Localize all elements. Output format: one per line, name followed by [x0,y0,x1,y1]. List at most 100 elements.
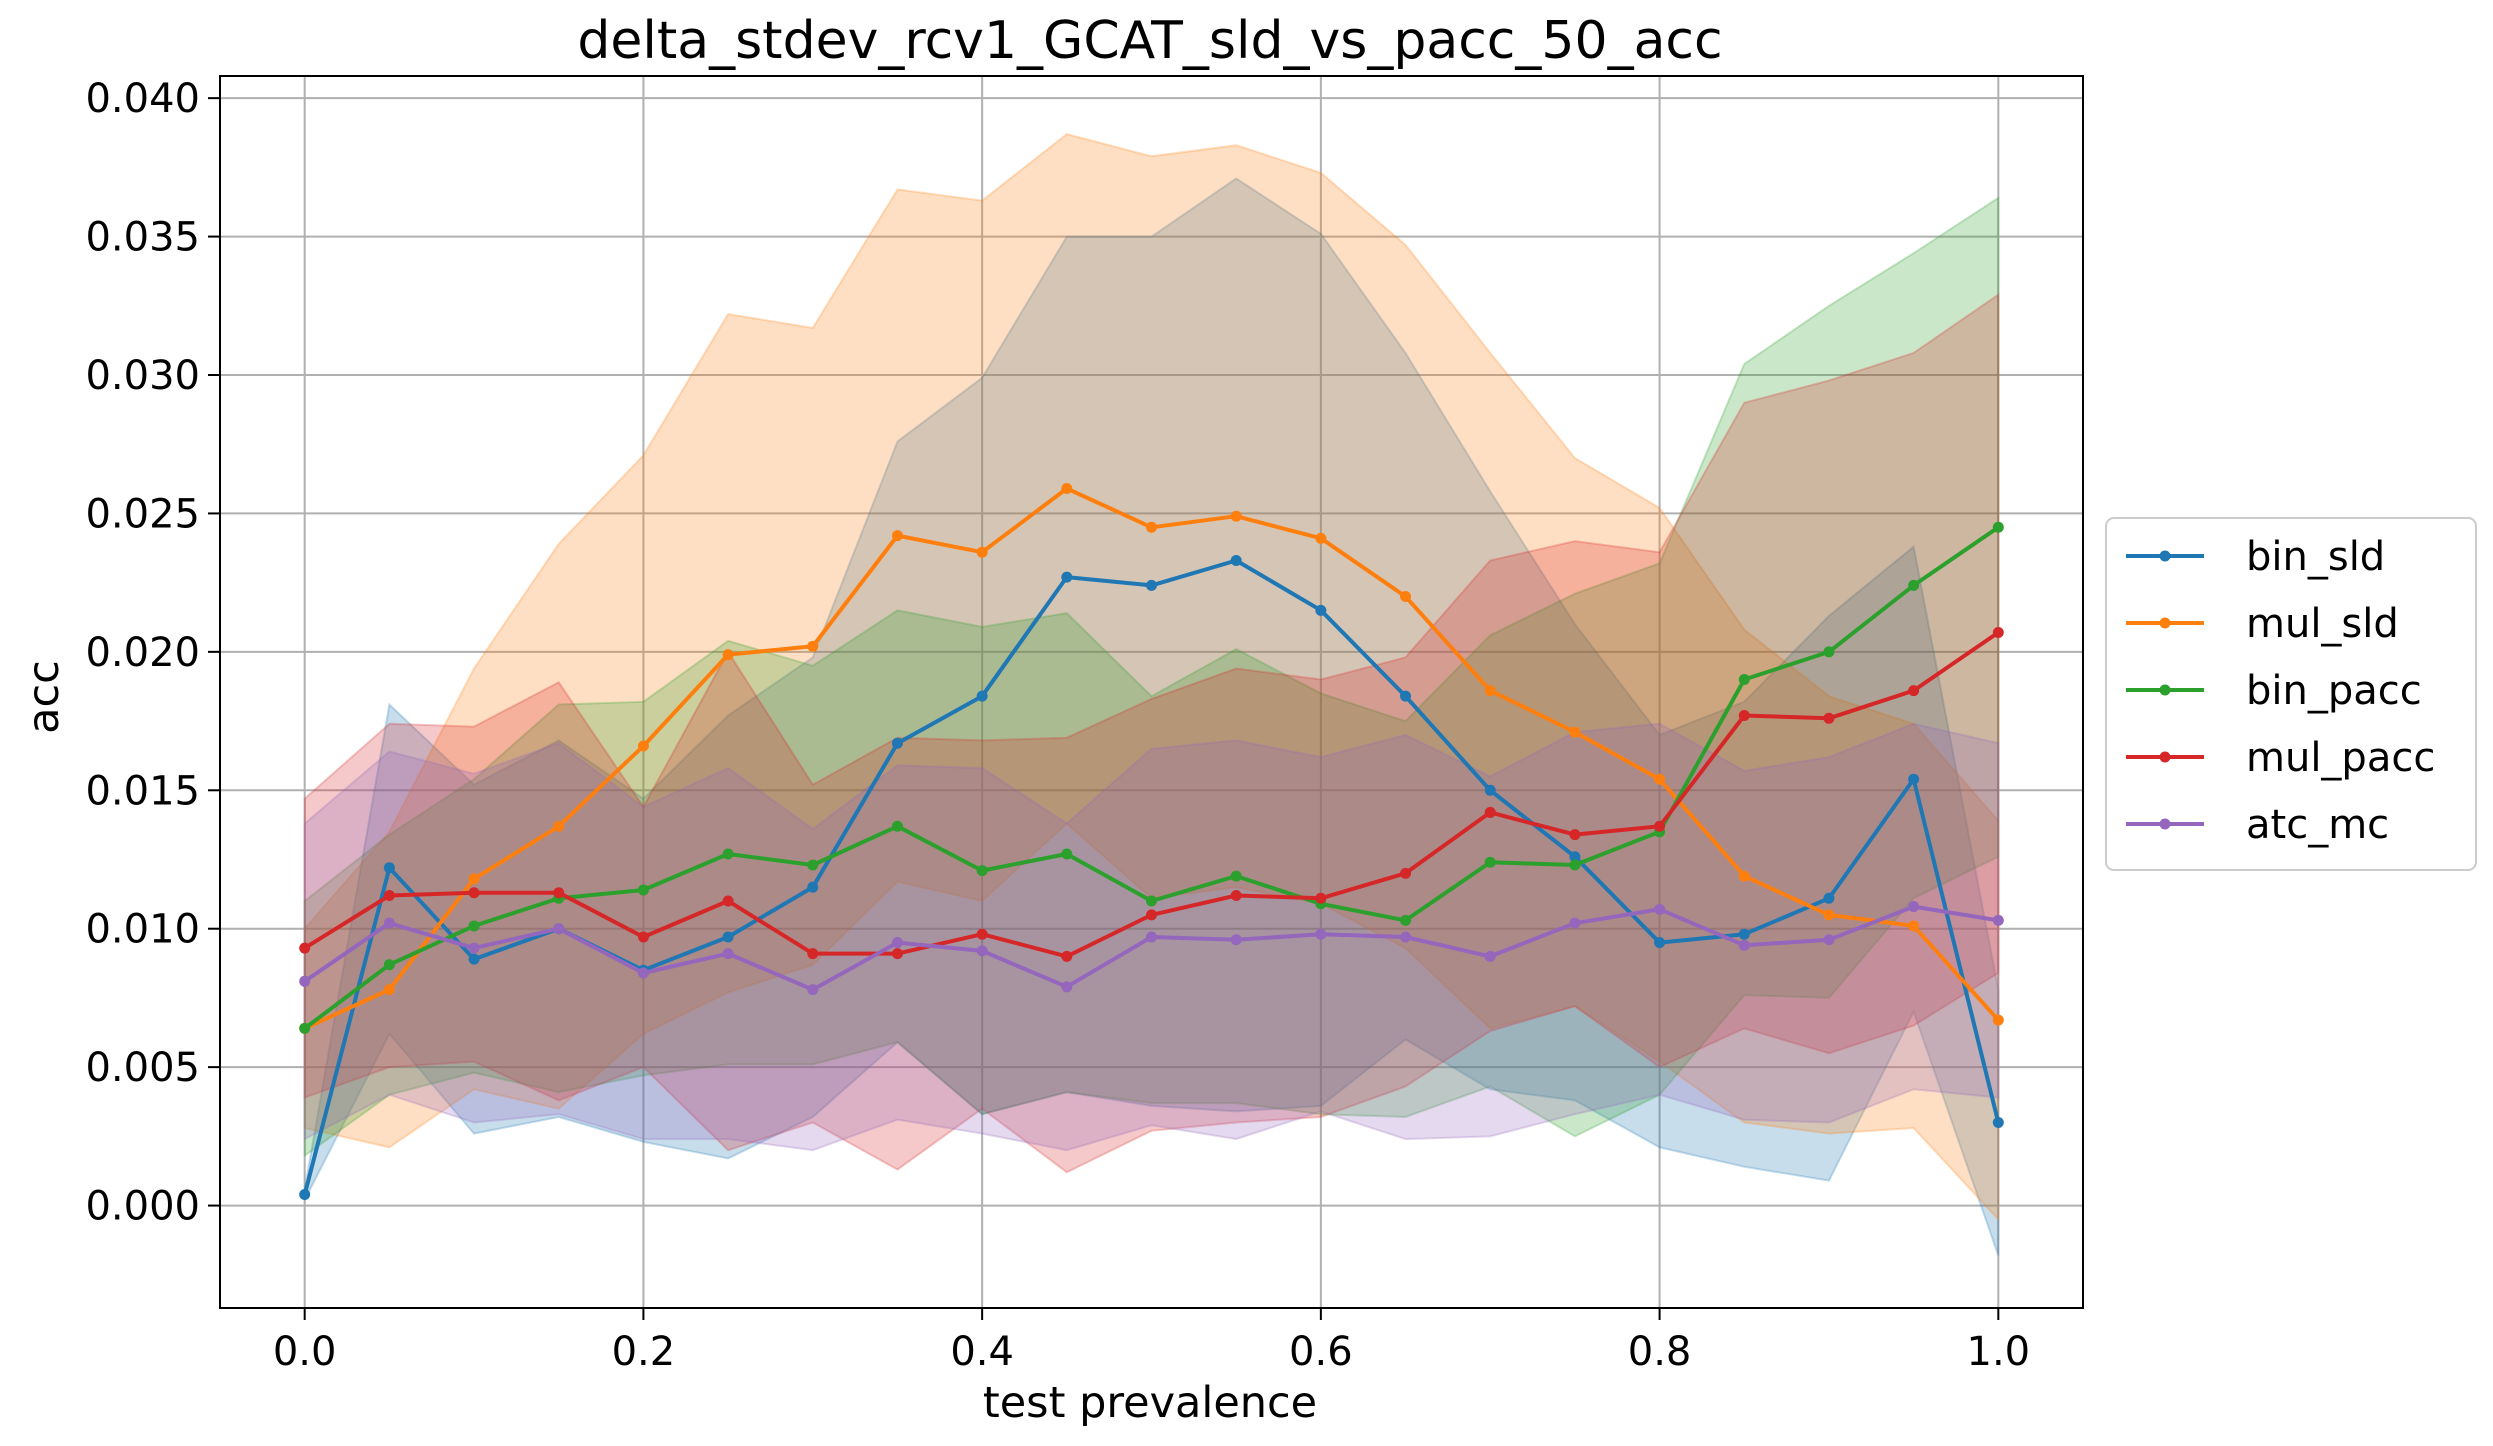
y-tick-label: 0.025 [85,491,200,537]
point-atc_mc [383,917,395,929]
point-mul_sld [976,546,988,558]
point-bin_sld [1823,892,1835,904]
point-bin_pacc [722,848,734,860]
point-mul_sld [383,984,395,996]
point-atc_mc [1823,934,1835,946]
point-mul_pacc [299,942,311,954]
point-mul_sld [722,649,734,661]
legend-marker-bin_pacc [2159,684,2171,696]
y-tick-label: 0.040 [85,76,200,122]
point-bin_sld [807,881,819,893]
point-mul_sld [1992,1014,2004,1026]
band-bin_pacc [303,195,2000,1158]
legend-label-mul_pacc: mul_pacc [2246,735,2435,781]
legend-label-atc_mc: atc_mc [2246,802,2389,848]
point-mul_sld [1230,510,1242,522]
point-mul_pacc [1484,806,1496,818]
point-atc_mc [1569,917,1581,929]
point-bin_sld [976,690,988,702]
point-atc_mc [722,948,734,960]
point-mul_sld [1654,773,1666,785]
point-mul_sld [1908,920,1920,932]
legend-label-bin_sld: bin_sld [2246,534,2385,580]
point-mul_pacc [1992,626,2004,638]
chart-title: delta_stdev_rcv1_GCAT_sld_vs_pacc_50_acc [577,11,1722,71]
y-tick-label: 0.005 [85,1045,200,1091]
point-mul_sld [1315,532,1327,544]
point-mul_sld [891,530,903,542]
point-atc_mc [299,975,311,987]
point-bin_pacc [1992,521,2004,533]
point-mul_pacc [553,887,565,899]
point-mul_sld [1146,521,1157,533]
point-mul_pacc [383,889,395,901]
point-mul_pacc [1823,712,1835,724]
point-mul_sld [1738,870,1750,882]
legend: bin_sld mul_sld bin_pacc mul_pacc atc_mc [2105,517,2477,871]
point-atc_mc [1146,931,1157,943]
y-tick-label: 0.030 [85,353,200,399]
point-mul_pacc [891,948,903,960]
point-atc_mc [976,945,988,957]
point-bin_sld [1061,571,1073,583]
point-atc_mc [468,942,480,954]
point-mul_pacc [637,931,649,943]
point-bin_sld [468,953,480,965]
point-bin_sld [1654,937,1666,949]
legend-box [2105,517,2477,871]
point-mul_pacc [1400,867,1412,879]
point-mul_pacc [1654,820,1666,832]
point-mul_sld [553,820,565,832]
y-tick-label: 0.015 [85,768,200,814]
x-tick-label: 0.8 [1628,1329,1692,1375]
point-bin_sld [1569,851,1581,863]
point-bin_sld [722,931,734,943]
point-atc_mc [1484,950,1496,962]
series-lines [299,483,2004,1200]
point-atc_mc [1061,981,1073,993]
point-mul_pacc [976,928,988,940]
point-bin_sld [891,737,903,749]
legend-marker-atc_mc [2159,818,2171,830]
point-bin_pacc [807,859,819,871]
x-axis-label: test prevalence [983,1378,1317,1428]
point-bin_pacc [1823,646,1835,658]
point-bin_pacc [891,820,903,832]
point-mul_pacc [1230,889,1242,901]
point-mul_pacc [1908,685,1920,697]
point-bin_pacc [468,920,480,932]
point-atc_mc [1738,939,1750,951]
point-bin_sld [1146,579,1157,591]
point-bin_sld [1400,690,1412,702]
point-atc_mc [1230,934,1242,946]
point-bin_pacc [976,865,988,877]
point-bin_sld [1315,604,1327,616]
point-mul_sld [1484,685,1496,697]
point-atc_mc [1654,903,1666,915]
plot-frame [219,75,2084,1309]
point-mul_pacc [1146,909,1157,921]
point-mul_pacc [722,895,734,907]
point-bin_pacc [1569,859,1581,871]
point-mul_pacc [1061,950,1073,962]
point-bin_pacc [1484,856,1496,868]
point-atc_mc [891,937,903,949]
point-bin_pacc [637,884,649,896]
point-atc_mc [807,984,819,996]
legend-marker-mul_pacc [2159,751,2171,763]
point-mul_sld [1061,483,1073,495]
point-mul_sld [1569,726,1581,738]
point-mul_pacc [807,948,819,960]
point-atc_mc [1908,901,1920,913]
point-bin_sld [1992,1117,2004,1129]
point-bin_sld [1230,554,1242,566]
point-atc_mc [1315,928,1327,940]
axis-ticks: 0.0 0.2 0.4 0.6 0.8 1.0 0.000 0.005 0.010 0.015 0.… [85,76,2030,1375]
x-tick-label: 0.2 [612,1329,676,1375]
x-tick-label: 1.0 [1967,1329,2031,1375]
y-tick-label: 0.010 [85,907,200,953]
point-mul_pacc [1569,829,1581,841]
point-bin_pacc [299,1022,311,1034]
point-bin_pacc [1908,579,1920,591]
